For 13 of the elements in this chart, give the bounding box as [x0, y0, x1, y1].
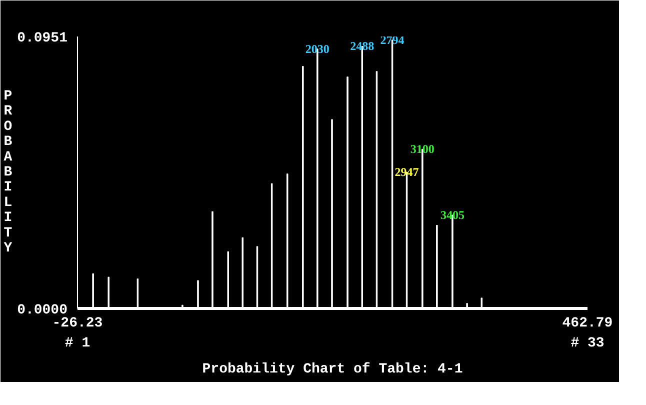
annotation: 2947	[394, 165, 419, 180]
annotation: 2030	[305, 42, 330, 56]
annotation: 3405	[440, 208, 464, 222]
annotation: 2488	[350, 39, 374, 54]
text: PROBABILITY	[4, 88, 12, 256]
y-tick-label: 0.0951	[17, 30, 68, 46]
text: # 33	[570, 336, 604, 352]
text: Probability Chart of Table: 4-1	[202, 362, 463, 378]
text: # 1	[64, 336, 90, 352]
x-tick-label: -26.23	[52, 316, 103, 332]
x-tick-label: 462.79	[562, 316, 613, 332]
annotation: 3100	[410, 142, 434, 156]
y-tick-label: 0.0000	[17, 302, 68, 318]
